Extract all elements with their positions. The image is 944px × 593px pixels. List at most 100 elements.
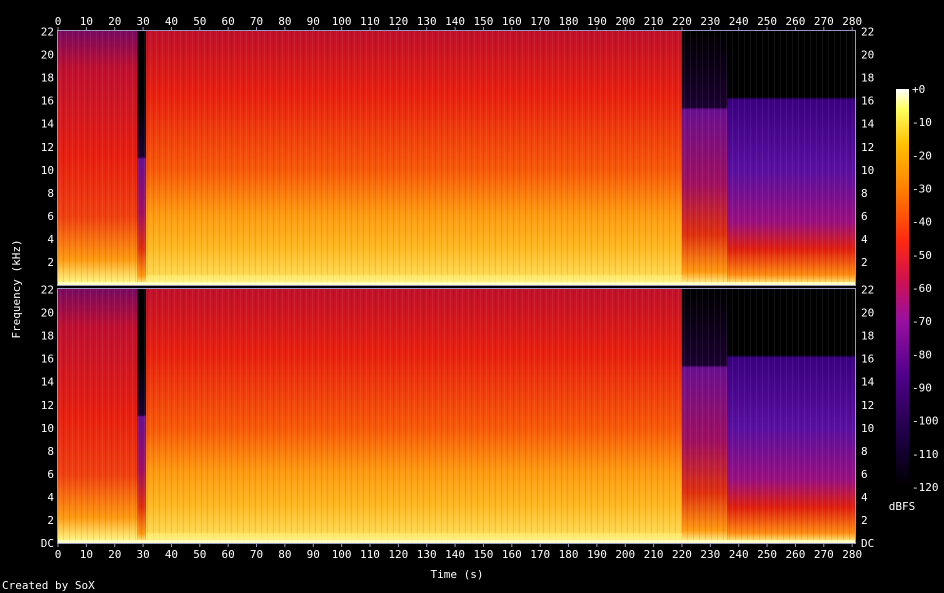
y-tick-label-right: 2 xyxy=(861,256,868,269)
x-tick-label-bottom: 60 xyxy=(222,548,235,561)
x-tick-label-top: 130 xyxy=(417,15,437,28)
x-tick-label-bottom: 220 xyxy=(672,548,692,561)
x-tick-label-bottom: 30 xyxy=(136,548,149,561)
y-tick-label-left: 10 xyxy=(41,164,54,177)
y-tick-label-left: DC xyxy=(41,537,54,550)
x-tick-label-top: 210 xyxy=(644,15,664,28)
y-tick-label-right: 4 xyxy=(861,491,868,504)
x-tick-label-bottom: 0 xyxy=(55,548,62,561)
x-tick-label-bottom: 70 xyxy=(250,548,263,561)
y-tick-label-left: 20 xyxy=(41,49,54,62)
colorbar-tick-label: -30 xyxy=(912,183,932,196)
x-tick-label-top: 30 xyxy=(136,15,149,28)
y-tick-label-right: 14 xyxy=(861,118,875,131)
y-tick-label-right: 16 xyxy=(861,353,874,366)
x-tick-label-top: 240 xyxy=(729,15,749,28)
x-tick-label-bottom: 190 xyxy=(587,548,607,561)
x-tick-label-bottom: 10 xyxy=(80,548,93,561)
y-tick-label-left: 4 xyxy=(47,491,54,504)
x-tick-label-top: 40 xyxy=(165,15,178,28)
x-tick-label-bottom: 140 xyxy=(445,548,465,561)
y-tick-label-left: 18 xyxy=(41,72,54,85)
x-tick-label-top: 170 xyxy=(530,15,550,28)
x-tick-label-top: 270 xyxy=(814,15,834,28)
y-tick-label-left: 2 xyxy=(47,514,54,527)
colorbar-tick-label: -40 xyxy=(912,216,932,229)
y-tick-label-left: 20 xyxy=(41,307,54,320)
x-tick-label-bottom: 270 xyxy=(814,548,834,561)
y-tick-label-left: 18 xyxy=(41,330,54,343)
x-tick-label-top: 230 xyxy=(700,15,720,28)
x-tick-label-top: 160 xyxy=(502,15,522,28)
spectrogram-channel-2 xyxy=(57,288,856,544)
y-tick-label-left: 10 xyxy=(41,422,54,435)
y-tick-label-right: 8 xyxy=(861,445,868,458)
y-tick-label-right: 16 xyxy=(861,95,874,108)
y-tick-label-left: 6 xyxy=(47,210,54,223)
y-tick-label-left: 14 xyxy=(41,118,55,131)
colorbar-tick-label: -110 xyxy=(912,448,939,461)
x-tick-label-top: 20 xyxy=(108,15,121,28)
y-axis-label: Frequency (kHz) xyxy=(10,239,23,338)
colorbar-tick-label: -90 xyxy=(912,382,932,395)
y-tick-label-left: 2 xyxy=(47,256,54,269)
y-tick-label-left: 14 xyxy=(41,376,55,389)
x-tick-label-bottom: 260 xyxy=(786,548,806,561)
colorbar-tick-label: -20 xyxy=(912,149,932,162)
x-tick-label-top: 140 xyxy=(445,15,465,28)
x-tick-label-top: 60 xyxy=(222,15,235,28)
y-tick-label-right: 20 xyxy=(861,307,874,320)
x-tick-label-bottom: 80 xyxy=(278,548,291,561)
x-tick-label-bottom: 150 xyxy=(474,548,494,561)
x-tick-label-top: 250 xyxy=(757,15,777,28)
y-tick-label-right: 14 xyxy=(861,376,875,389)
x-tick-label-bottom: 40 xyxy=(165,548,178,561)
x-tick-label-top: 80 xyxy=(278,15,291,28)
x-tick-label-top: 180 xyxy=(559,15,579,28)
x-tick-label-bottom: 200 xyxy=(615,548,635,561)
y-tick-label-right: 10 xyxy=(861,422,874,435)
x-tick-label-top: 90 xyxy=(307,15,320,28)
x-tick-label-bottom: 20 xyxy=(108,548,121,561)
footer-credit: Created by SoX xyxy=(2,579,95,592)
y-tick-label-right: 8 xyxy=(861,187,868,200)
spectrogram-channel-1 xyxy=(57,30,856,286)
x-tick-label-bottom: 240 xyxy=(729,548,749,561)
x-tick-label-top: 220 xyxy=(672,15,692,28)
x-tick-label-top: 260 xyxy=(786,15,806,28)
x-tick-label-top: 70 xyxy=(250,15,263,28)
colorbar-tick-label: -60 xyxy=(912,282,932,295)
x-tick-label-bottom: 120 xyxy=(388,548,408,561)
y-tick-label-right: DC xyxy=(861,537,874,550)
y-tick-label-right: 10 xyxy=(861,164,874,177)
y-tick-label-left: 22 xyxy=(41,26,54,39)
colorbar-label: dBFS xyxy=(889,500,916,513)
y-tick-label-right: 22 xyxy=(861,284,874,297)
y-tick-label-left: 22 xyxy=(41,284,54,297)
x-tick-label-bottom: 90 xyxy=(307,548,320,561)
colorbar-tick-label: -120 xyxy=(912,481,939,494)
x-tick-label-top: 150 xyxy=(474,15,494,28)
x-tick-label-top: 100 xyxy=(332,15,352,28)
y-tick-label-right: 22 xyxy=(861,26,874,39)
y-tick-label-right: 4 xyxy=(861,233,868,246)
x-tick-label-top: 110 xyxy=(360,15,380,28)
colorbar-tick-label: -80 xyxy=(912,348,932,361)
y-tick-label-left: 16 xyxy=(41,95,54,108)
y-tick-label-right: 18 xyxy=(861,330,874,343)
x-tick-label-top: 200 xyxy=(615,15,635,28)
y-tick-label-left: 8 xyxy=(47,445,54,458)
colorbar-tick-label: -100 xyxy=(912,415,939,428)
colorbar: +0 -10 -20 -30 -40 -50 -60 -70 -80 -90 -100 -110 -12… xyxy=(889,83,939,513)
x-axis-label: Time (s) xyxy=(431,568,484,581)
x-tick-label-bottom: 110 xyxy=(360,548,380,561)
y-tick-label-right: 12 xyxy=(861,141,874,154)
colorbar-tick-label: -70 xyxy=(912,315,932,328)
x-tick-label-bottom: 160 xyxy=(502,548,522,561)
x-tick-label-bottom: 130 xyxy=(417,548,437,561)
x-tick-label-top: 10 xyxy=(80,15,93,28)
y-tick-label-left: 8 xyxy=(47,187,54,200)
x-tick-label-bottom: 170 xyxy=(530,548,550,561)
x-tick-label-top: 280 xyxy=(842,15,862,28)
